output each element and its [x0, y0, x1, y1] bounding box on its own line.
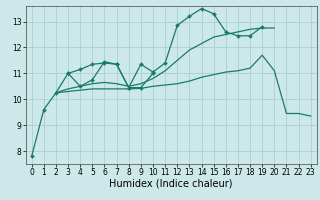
X-axis label: Humidex (Indice chaleur): Humidex (Indice chaleur): [109, 179, 233, 189]
